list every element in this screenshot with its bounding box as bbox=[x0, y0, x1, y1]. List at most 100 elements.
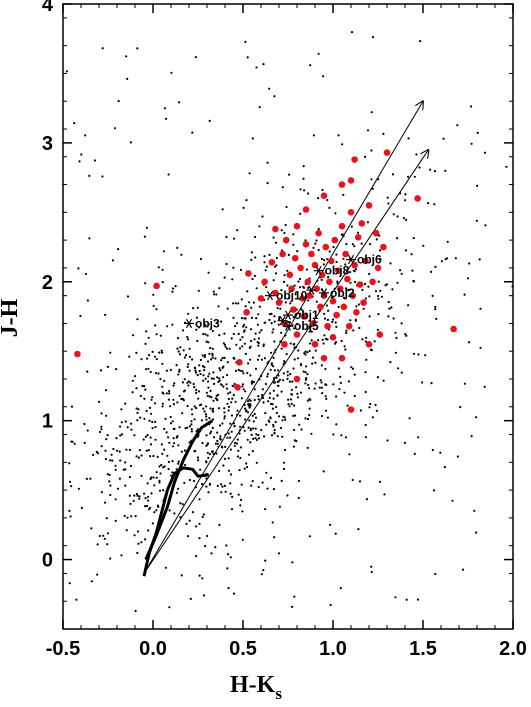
field-star bbox=[226, 373, 229, 377]
field-star bbox=[269, 476, 273, 479]
field-star bbox=[136, 411, 139, 414]
field-star bbox=[221, 366, 224, 369]
field-star bbox=[280, 479, 283, 482]
field-star bbox=[80, 506, 83, 509]
x-tick-label: 1.5 bbox=[409, 638, 437, 660]
field-star bbox=[412, 279, 415, 282]
field-star bbox=[85, 477, 88, 480]
yso-point bbox=[347, 209, 355, 216]
field-star bbox=[265, 286, 268, 289]
field-star bbox=[397, 367, 400, 370]
field-star bbox=[219, 438, 222, 441]
field-star bbox=[431, 448, 434, 452]
field-star bbox=[408, 417, 411, 420]
field-star bbox=[208, 372, 211, 375]
field-star bbox=[302, 285, 305, 288]
field-star bbox=[358, 480, 362, 483]
field-star bbox=[140, 541, 143, 544]
field-star bbox=[218, 424, 222, 427]
field-star bbox=[347, 380, 350, 383]
object-label-obj8: obj8 bbox=[325, 264, 350, 278]
field-star bbox=[146, 495, 150, 498]
field-star bbox=[228, 347, 231, 350]
field-star bbox=[309, 64, 312, 67]
field-star bbox=[332, 245, 335, 249]
field-star bbox=[198, 498, 201, 501]
field-star bbox=[241, 510, 244, 513]
field-star bbox=[306, 373, 309, 376]
field-star bbox=[320, 257, 323, 261]
field-star bbox=[178, 370, 181, 373]
field-star bbox=[286, 370, 289, 373]
field-star bbox=[199, 372, 202, 376]
field-star bbox=[292, 367, 295, 370]
field-star bbox=[208, 483, 211, 486]
field-star bbox=[105, 438, 108, 441]
y-tick-label: 2 bbox=[42, 272, 53, 294]
yso-point bbox=[354, 234, 362, 241]
field-star bbox=[104, 457, 107, 461]
field-star bbox=[78, 160, 81, 163]
field-star bbox=[289, 373, 292, 376]
yso-point bbox=[291, 254, 299, 262]
field-star bbox=[371, 416, 374, 419]
field-star bbox=[210, 358, 213, 361]
field-star bbox=[225, 262, 228, 266]
yso-point bbox=[243, 309, 250, 316]
field-star bbox=[345, 329, 348, 332]
field-star bbox=[250, 382, 253, 385]
field-star bbox=[144, 435, 147, 438]
field-star bbox=[190, 423, 193, 426]
field-star bbox=[451, 499, 454, 502]
field-star bbox=[180, 450, 183, 453]
field-star bbox=[202, 407, 205, 410]
field-star bbox=[250, 340, 253, 343]
field-star bbox=[172, 437, 175, 440]
object-label-obj6: obj6 bbox=[357, 253, 382, 267]
field-star bbox=[233, 237, 236, 240]
field-star bbox=[216, 321, 219, 324]
field-star bbox=[137, 456, 140, 459]
field-star bbox=[392, 213, 395, 216]
field-star bbox=[250, 258, 253, 261]
field-star bbox=[361, 288, 364, 291]
field-star bbox=[268, 318, 271, 322]
yso-point bbox=[320, 292, 328, 299]
yso-point bbox=[326, 278, 333, 286]
field-star bbox=[239, 498, 243, 501]
field-star bbox=[246, 400, 250, 403]
field-star bbox=[257, 486, 260, 489]
field-star bbox=[211, 356, 214, 359]
field-star bbox=[391, 173, 395, 176]
field-star bbox=[197, 397, 200, 400]
field-star bbox=[466, 277, 470, 280]
field-star bbox=[133, 494, 136, 497]
field-star bbox=[248, 172, 251, 175]
field-star bbox=[325, 397, 328, 400]
field-star bbox=[290, 402, 293, 406]
field-star bbox=[264, 412, 267, 415]
yso-point bbox=[297, 264, 304, 272]
field-star bbox=[258, 106, 261, 109]
yso-point bbox=[327, 257, 335, 265]
field-star bbox=[128, 494, 131, 497]
field-star bbox=[125, 529, 128, 532]
field-star bbox=[258, 437, 261, 440]
field-star bbox=[271, 521, 274, 524]
field-star bbox=[281, 435, 284, 438]
field-star bbox=[214, 357, 217, 360]
field-star bbox=[282, 461, 286, 464]
field-star bbox=[484, 224, 487, 227]
field-star bbox=[218, 469, 221, 473]
field-star bbox=[261, 215, 264, 218]
field-star bbox=[199, 257, 203, 261]
dwarf-track bbox=[142, 466, 209, 577]
field-star bbox=[293, 439, 296, 442]
field-star bbox=[128, 476, 131, 479]
field-star bbox=[238, 432, 241, 435]
field-star bbox=[236, 322, 239, 325]
yso-point bbox=[324, 322, 331, 330]
field-star bbox=[202, 513, 205, 516]
field-star bbox=[160, 349, 163, 352]
field-star bbox=[404, 333, 407, 336]
